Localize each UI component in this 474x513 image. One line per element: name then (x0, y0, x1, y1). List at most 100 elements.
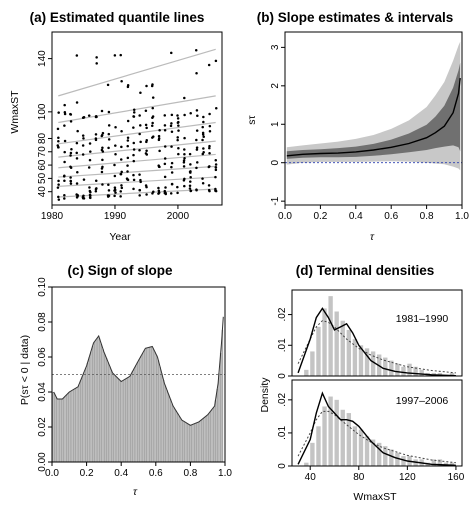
panel-a-ytick-label: 60 (37, 159, 48, 171)
panel-a-data-point (119, 53, 122, 57)
panel-a-data-point (82, 178, 86, 181)
panel-c-bar (104, 353, 106, 462)
panel-c-bar (79, 380, 82, 462)
panel-a-data-point (63, 112, 67, 116)
panel-a-quantile-line (58, 140, 216, 158)
panel-c-bar (81, 376, 84, 462)
panel-a-data-point (163, 162, 167, 166)
panel-c-bar (105, 358, 108, 462)
panel-a-data-point (81, 134, 85, 137)
panel-a-data-point (132, 178, 136, 182)
panel-a-ytick-label: 50 (37, 172, 48, 184)
panel-c-bar (62, 398, 64, 462)
panel-c-bar (142, 352, 144, 462)
panel-c-bar (155, 355, 158, 462)
panel-a-data-point (94, 187, 98, 191)
panel-a-data-point (94, 115, 98, 118)
panel-a-data-point (163, 129, 167, 132)
panel-c-bar (148, 347, 151, 462)
panel-c-bar (97, 337, 99, 462)
panel-a-data-point (57, 183, 60, 186)
panel-b-xtick-label: 0.8 (420, 211, 434, 222)
panel-d-top-hist-bar (358, 345, 364, 376)
panel-a-data-point (76, 193, 79, 197)
panel-a-data-point (106, 83, 110, 87)
panel-a-data-point (132, 108, 136, 112)
panel-a-data-point (100, 170, 104, 174)
panel-b-ytick-label: 0 (270, 159, 281, 165)
panel-c-bar (124, 378, 127, 462)
panel-a-data-point (139, 124, 142, 127)
panel-a-data-point (208, 151, 211, 155)
panel-d-top-hist-bar (364, 348, 370, 376)
panel-c-bar (221, 329, 224, 462)
panel-a-ytick-label: 80 (37, 132, 48, 144)
panel-c-xtick-label: 0.8 (183, 468, 197, 479)
panel-a-data-point (57, 195, 60, 199)
panel-a-data-point (151, 121, 154, 125)
panel-a-data-point (132, 115, 135, 118)
panel-a-data-point (195, 146, 199, 149)
panel-a-data-point (69, 166, 73, 170)
panel-a-data-point (208, 146, 211, 150)
panel-a-data-point (88, 186, 91, 189)
panel-a-data-point (189, 180, 192, 183)
panel-a-data-point (126, 119, 130, 123)
panel-c-ytick-label: 0.06 (37, 347, 48, 367)
panel-a-quantile-line (58, 165, 216, 178)
panel-d-top-hist-bar (322, 308, 327, 376)
panel-c-bar (84, 367, 87, 462)
panel-c-bar (161, 373, 163, 462)
panel-a-data-point (169, 192, 173, 195)
panel-a-data-point (170, 171, 174, 174)
panel-b-plot: 0.0 0.2 0.4 0.6 0.8 1.0 -1 0 1 2 3 (270, 31, 469, 222)
panel-b-estimate-line (286, 78, 461, 157)
panel-a-data-point (157, 134, 161, 138)
panel-c-bar (169, 399, 172, 462)
panel-d-top-hist-bar (304, 369, 309, 376)
panel-c-bar (110, 370, 113, 462)
panel-c-bar (218, 373, 220, 462)
panel-a-data-point (120, 79, 123, 83)
panel-c-bar (213, 407, 215, 462)
panel-c-bar (166, 390, 168, 462)
panel-c-bar (112, 373, 115, 462)
panel-a-data-point (119, 190, 122, 193)
panel-a-data-point (177, 152, 180, 156)
panel-d-bottom-hist-bar (449, 462, 455, 466)
panel-c-bar (78, 384, 80, 462)
panel-c-bar (107, 362, 109, 462)
panel-d-title: (d) Terminal densities (296, 263, 435, 278)
panel-a-data-point (101, 158, 104, 162)
panel-a-data-point (82, 137, 85, 140)
panel-a-data-point (158, 165, 161, 169)
panel-a-data-point (62, 175, 66, 178)
panel-a-data-point (94, 179, 98, 183)
panel-c-bar (136, 362, 139, 462)
panel-d-top-ytick-label: 0 (277, 373, 288, 379)
panel-c-bar (219, 353, 222, 462)
panel-a-data-point (120, 186, 124, 190)
panel-a-data-point (88, 193, 92, 197)
panel-a-data-point (170, 145, 173, 148)
panel-c-bar (76, 387, 78, 462)
panel-a-data-point (157, 137, 161, 140)
panel-a-data-point (208, 144, 211, 148)
panel-c-bar (190, 424, 193, 462)
panel-d-top-hist-bar (370, 351, 376, 376)
panel-c-bar (53, 393, 56, 462)
panel-a-data-point (176, 138, 179, 142)
panel-a-data-point (151, 106, 154, 110)
panel-a-data-point (56, 186, 60, 189)
panel-a-data-point (195, 129, 199, 132)
panel-a-data-point (189, 170, 192, 173)
panel-a-data-point (214, 168, 218, 172)
panel-c-bar (65, 394, 68, 462)
panel-a-data-point (170, 51, 173, 55)
panel-d-bottom-hist-bar (346, 413, 352, 466)
panel-a-xtick-label: 2000 (167, 211, 190, 222)
panel-a-data-point (81, 153, 85, 156)
panel-d-bottom-hist-bar (364, 436, 370, 466)
panel-d-bottom-frame (291, 379, 463, 467)
